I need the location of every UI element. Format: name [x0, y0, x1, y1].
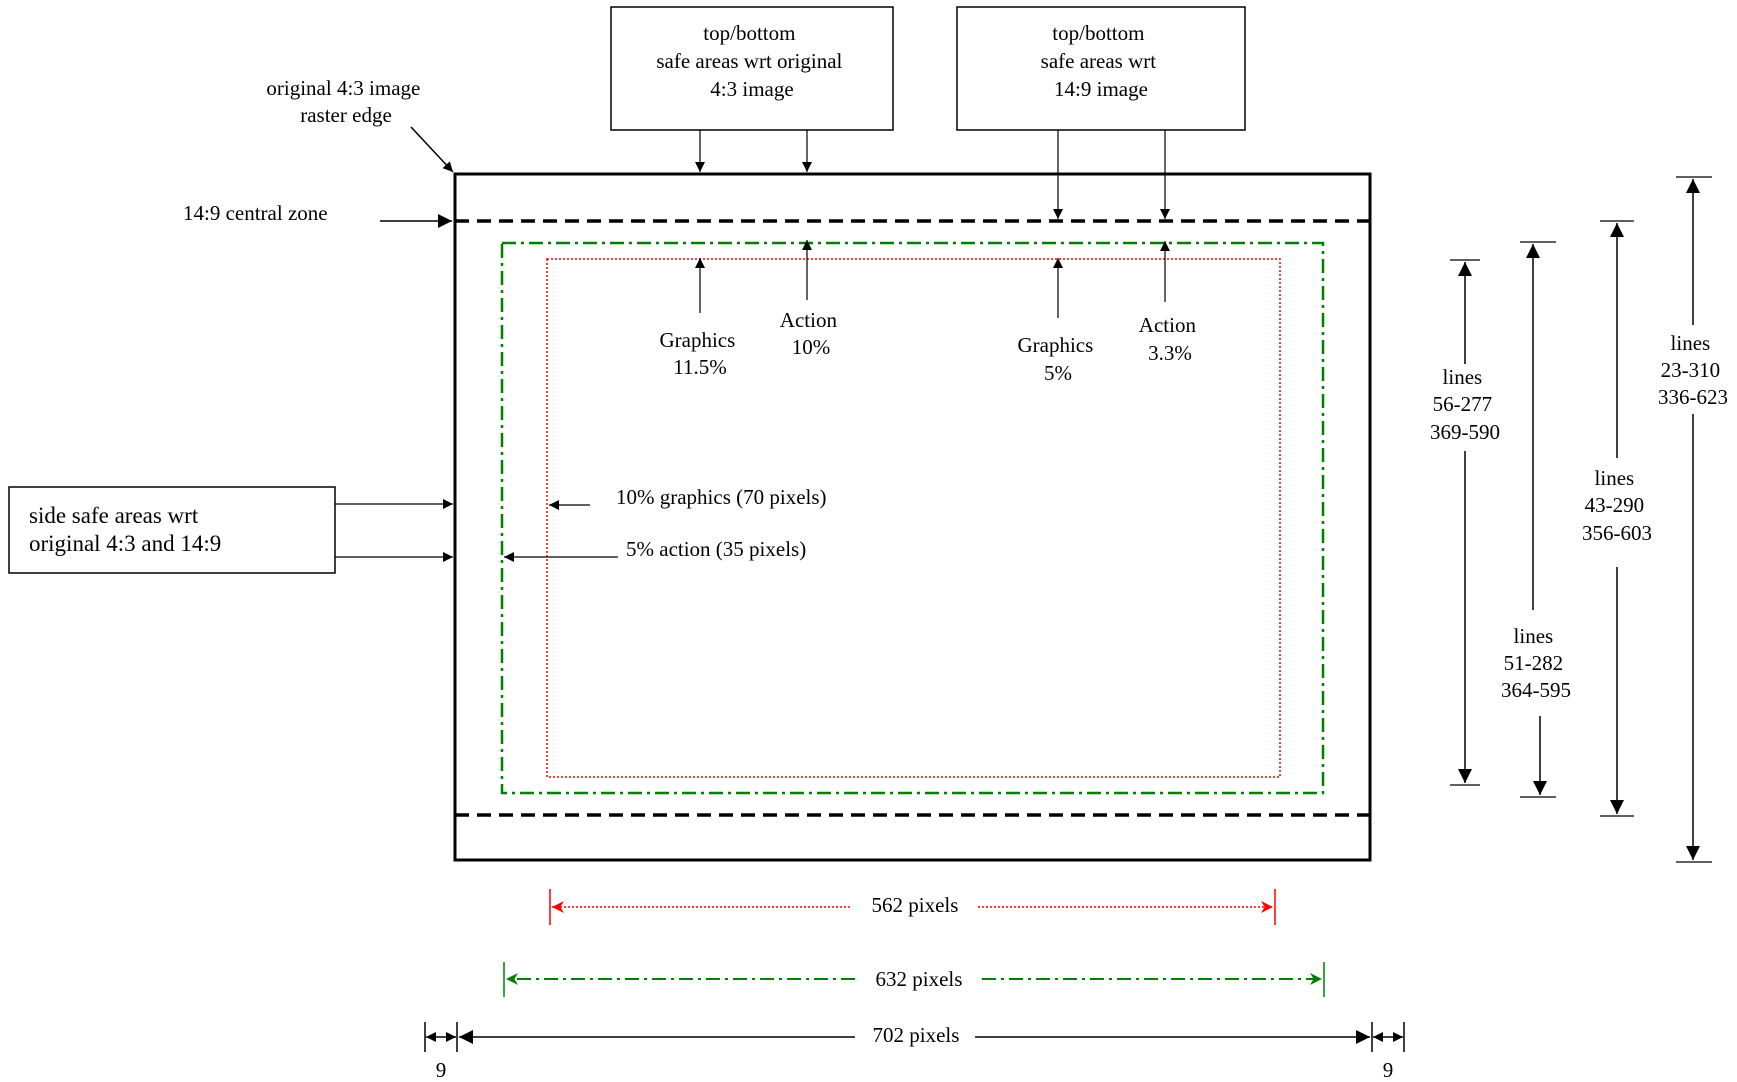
action-side-label: 5% action (35 pixels): [626, 537, 806, 561]
dim-width-graphics: 562 pixels: [549, 889, 1276, 925]
top-box-original: [610, 6, 894, 131]
svg-text:lines 51-282 364-5: lines 51-282 364-595: [1501, 624, 1571, 702]
side-box-text: side safe areas wrt original 4:3 and 14:…: [29, 503, 221, 556]
action-33-label: Action 3.3%: [1139, 313, 1201, 365]
dim-lines-central: lines 43-290 356-603: [1582, 220, 1652, 817]
graphics-safe-area: [546, 258, 1281, 778]
side-box: [8, 486, 336, 574]
raster-edge-arrow: [410, 126, 454, 173]
svg-text:562 pixels: 562 pixels: [872, 893, 959, 917]
svg-text:lines 56-277 369-5: lines 56-277 369-590: [1430, 365, 1500, 444]
dim-width-action: 632 pixels: [503, 962, 1325, 997]
raster-edge-label: original 4:3 image raster edge: [266, 76, 425, 127]
central-zone-label: 14:9 central zone: [183, 201, 328, 225]
svg-text:9: 9: [1383, 1058, 1394, 1082]
graphics-115-label: Graphics 11.5%: [659, 328, 740, 379]
svg-text:lines 43-290 356-6: lines 43-290 356-603: [1582, 466, 1652, 545]
graphics-side-label: 10% graphics (70 pixels): [616, 485, 827, 509]
top-box-original-text: top/bottom safe areas wrt original 4:3 i…: [656, 21, 847, 101]
svg-text:9: 9: [436, 1058, 447, 1082]
dim-width-full: 702 pixels 9 9: [424, 1022, 1405, 1082]
dim-lines-graphics: lines 56-277 369-590: [1430, 259, 1500, 786]
top-box-149: [956, 6, 1246, 131]
svg-text:632 pixels: 632 pixels: [876, 967, 963, 991]
svg-text:702 pixels: 702 pixels: [873, 1023, 960, 1047]
svg-text:lines 23-310 336-6: lines 23-310 336-623: [1658, 331, 1728, 409]
dim-lines-full: lines 23-310 336-623: [1658, 176, 1728, 863]
action-10-label: Action 10%: [780, 308, 842, 359]
action-safe-area: [500, 241, 1325, 795]
dim-lines-action: lines 51-282 364-595: [1501, 241, 1571, 798]
top-box-149-text: top/bottom safe areas wrt 14:9 image: [1041, 21, 1162, 101]
raster-edge-frame: [453, 172, 1372, 862]
graphics-5-label: Graphics 5%: [1017, 333, 1098, 385]
